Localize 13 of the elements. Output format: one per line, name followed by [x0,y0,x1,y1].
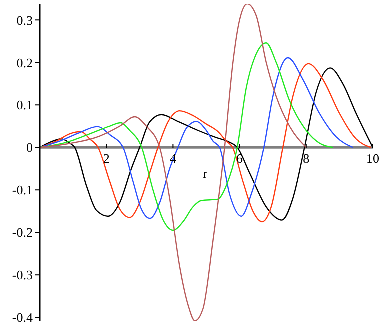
x-axis-title: r [203,166,208,182]
x-tick-label: 10 [366,151,380,166]
y-tick-label: 0 [26,140,33,156]
y-tick-label: 0.3 [16,12,33,28]
y-tick-label: -0.4 [12,310,34,326]
y-tick-label: -0.3 [12,268,33,283]
y-tick-label: 0.1 [16,98,33,113]
y-tick-label: -0.1 [12,182,33,198]
line-series [40,42,334,232]
x-tick-label: 2 [103,151,110,166]
y-tick-label: 0.2 [16,55,33,70]
x-tick-label: 8 [303,151,310,166]
y-tick-label: -0.2 [12,225,33,240]
